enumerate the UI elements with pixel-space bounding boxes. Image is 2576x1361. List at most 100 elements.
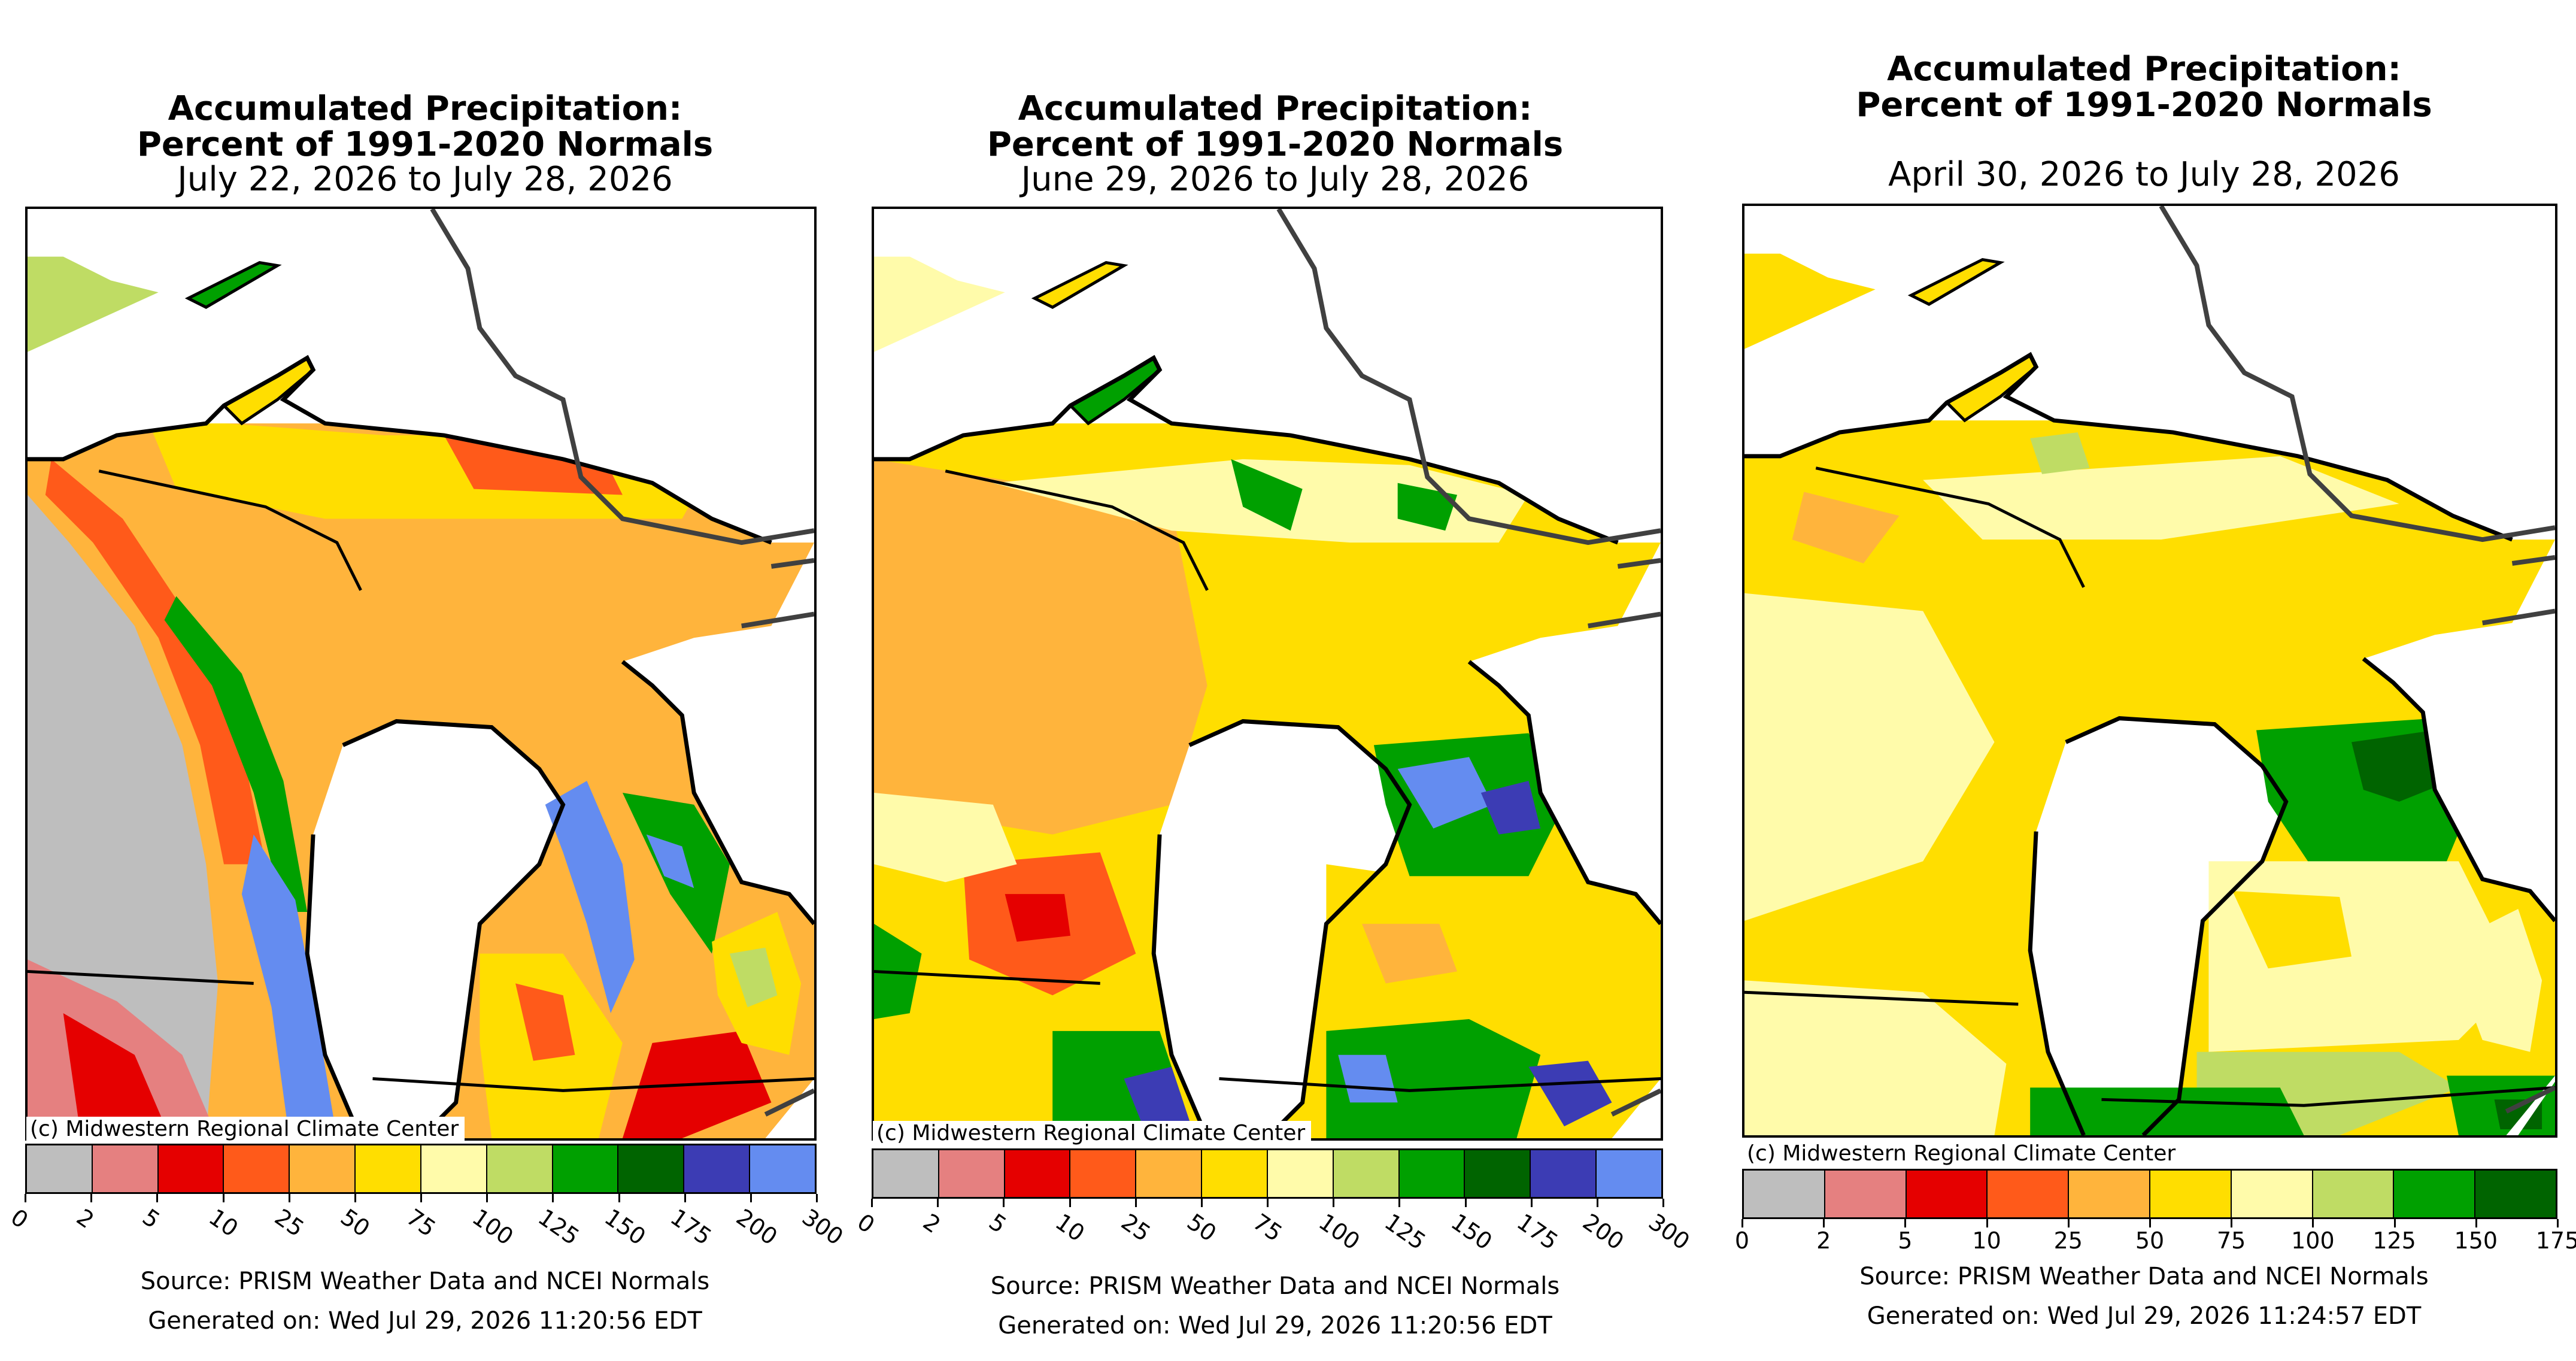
colorbar-tick xyxy=(486,1194,489,1202)
colorbar-tick xyxy=(871,1199,873,1207)
panel-2-credit: (c) Midwestern Regional Climate Center xyxy=(873,1121,1312,1146)
colorbar-tick xyxy=(1986,1219,1988,1227)
legend-swatch-100-125 xyxy=(1333,1150,1400,1197)
colorbar-tick xyxy=(420,1194,422,1202)
legend-swatch-5-10 xyxy=(1906,1171,1988,1217)
colorbar-tick-label: 175 xyxy=(665,1204,717,1251)
colorbar-tick xyxy=(816,1194,818,1202)
colorbar-tick-label: 5 xyxy=(984,1208,1012,1239)
legend-swatch-25-50 xyxy=(290,1145,356,1192)
colorbar-tick-label: 75 xyxy=(401,1204,441,1242)
colorbar-tick-label: 75 xyxy=(1248,1208,1287,1247)
legend-swatch-50-75 xyxy=(356,1145,421,1192)
legend-swatch-75-100 xyxy=(2231,1171,2313,1217)
colorbar-tick-label: 10 xyxy=(204,1204,243,1242)
colorbar-tick-label: 125 xyxy=(1380,1208,1431,1256)
colorbar-tick xyxy=(1662,1199,1664,1207)
colorbar-tick-label: 0 xyxy=(5,1204,33,1234)
panel-1-date-range: July 22, 2026 to July 28, 2026 xyxy=(177,160,673,199)
colorbar-tick-label: 175 xyxy=(2535,1227,2576,1254)
colorbar-tick xyxy=(2475,1219,2477,1227)
colorbar-tick-label: 150 xyxy=(2454,1227,2498,1254)
colorbar-tick xyxy=(2149,1219,2151,1227)
colorbar-tick-label: 2 xyxy=(1816,1227,1831,1254)
legend-swatch-2-5 xyxy=(939,1150,1005,1197)
colorbar-tick xyxy=(156,1194,159,1202)
colorbar-tick xyxy=(2557,1219,2559,1227)
colorbar-tick xyxy=(552,1194,554,1202)
panel-1-map-graphic xyxy=(28,209,814,1138)
colorbar-tick-label: 175 xyxy=(1512,1208,1563,1256)
colorbar-tick-label: 25 xyxy=(2053,1227,2083,1254)
colorbar-tick-label: 50 xyxy=(335,1204,375,1242)
colorbar-tick-label: 125 xyxy=(533,1204,584,1251)
panel-2-map xyxy=(872,207,1663,1141)
legend-swatch-75-100 xyxy=(1267,1150,1334,1197)
panel-1-title-line2: Percent of 1991-2020 Normals xyxy=(136,125,714,164)
colorbar-tick-label: 25 xyxy=(1116,1208,1155,1247)
colorbar-tick-label: 75 xyxy=(2217,1227,2246,1254)
colorbar-tick xyxy=(1398,1199,1401,1207)
legend-swatch-100-125 xyxy=(487,1145,553,1192)
legend-swatch-25-50 xyxy=(1136,1150,1203,1197)
legend-swatch-50-75 xyxy=(1202,1150,1268,1197)
panel-3-title-line2: Percent of 1991-2020 Normals xyxy=(1856,86,2432,125)
legend-swatch-200-300 xyxy=(1597,1150,1661,1197)
legend-swatch-10-25 xyxy=(224,1145,290,1192)
colorbar-tick-label: 5 xyxy=(1898,1227,1913,1254)
colorbar-tick xyxy=(288,1194,290,1202)
colorbar-tick-label: 5 xyxy=(138,1204,165,1234)
colorbar-tick-label: 125 xyxy=(2372,1227,2416,1254)
colorbar-tick-label: 200 xyxy=(1577,1208,1629,1256)
colorbar-tick-label: 50 xyxy=(2135,1227,2165,1254)
colorbar-tick xyxy=(1530,1199,1533,1207)
panel-2-map-graphic xyxy=(874,209,1661,1138)
panel-1-credit: (c) Midwestern Regional Climate Center xyxy=(26,1117,465,1142)
colorbar-tick xyxy=(2393,1219,2396,1227)
panel-3-credit: (c) Midwestern Regional Climate Center xyxy=(1743,1141,2182,1166)
colorbar-tick xyxy=(1069,1199,1071,1207)
panel-2-title-line2: Percent of 1991-2020 Normals xyxy=(987,125,1564,164)
colorbar-tick xyxy=(684,1194,686,1202)
panel-1-colorbar xyxy=(25,1144,817,1194)
legend-swatch-5-10 xyxy=(158,1145,224,1192)
map-panel-2: Accumulated Precipitation: Percent of 19… xyxy=(850,0,1700,1361)
colorbar-tick xyxy=(25,1194,26,1202)
legend-swatch-10-25 xyxy=(1070,1150,1137,1197)
colorbar-tick xyxy=(618,1194,620,1202)
colorbar-tick-label: 300 xyxy=(1643,1208,1695,1256)
colorbar-tick-label: 25 xyxy=(269,1204,309,1242)
legend-swatch-125-150 xyxy=(1399,1150,1466,1197)
colorbar-tick-label: 150 xyxy=(1446,1208,1497,1256)
colorbar-tick-label: 100 xyxy=(468,1204,518,1251)
colorbar-tick xyxy=(90,1194,93,1202)
colorbar-tick xyxy=(2067,1219,2070,1227)
colorbar-tick-label: 100 xyxy=(1314,1208,1365,1256)
panel-2-date-range: June 29, 2026 to July 28, 2026 xyxy=(1021,160,1530,199)
colorbar-tick xyxy=(1741,1219,1743,1227)
legend-swatch-0-2 xyxy=(27,1145,93,1192)
colorbar-tick xyxy=(1823,1219,1825,1227)
panel-3-title-line1: Accumulated Precipitation: xyxy=(1887,50,2401,89)
legend-swatch-100-125 xyxy=(2313,1171,2395,1217)
panel-1-title-line1: Accumulated Precipitation: xyxy=(168,89,682,128)
colorbar-tick xyxy=(1200,1199,1203,1207)
colorbar-tick xyxy=(1904,1219,1907,1227)
panel-1-generated: Generated on: Wed Jul 29, 2026 11:20:56 … xyxy=(148,1307,702,1335)
panel-3-generated: Generated on: Wed Jul 29, 2026 11:24:57 … xyxy=(1867,1302,2422,1330)
legend-swatch-150-175 xyxy=(2475,1171,2556,1217)
colorbar-tick xyxy=(1134,1199,1137,1207)
panel-3-map xyxy=(1742,204,2557,1138)
panel-1-source: Source: PRISM Weather Data and NCEI Norm… xyxy=(140,1268,710,1295)
colorbar-tick xyxy=(354,1194,356,1202)
colorbar-tick xyxy=(937,1199,939,1207)
colorbar-tick-label: 200 xyxy=(731,1204,782,1251)
colorbar-tick-label: 10 xyxy=(1972,1227,2001,1254)
panel-2-title-line1: Accumulated Precipitation: xyxy=(1018,89,1533,128)
colorbar-tick xyxy=(2231,1219,2233,1227)
colorbar-tick-label: 0 xyxy=(1734,1227,1750,1254)
colorbar-tick xyxy=(1596,1199,1598,1207)
colorbar-tick-label: 0 xyxy=(852,1208,879,1239)
colorbar-tick xyxy=(750,1194,752,1202)
colorbar-tick-label: 100 xyxy=(2291,1227,2335,1254)
